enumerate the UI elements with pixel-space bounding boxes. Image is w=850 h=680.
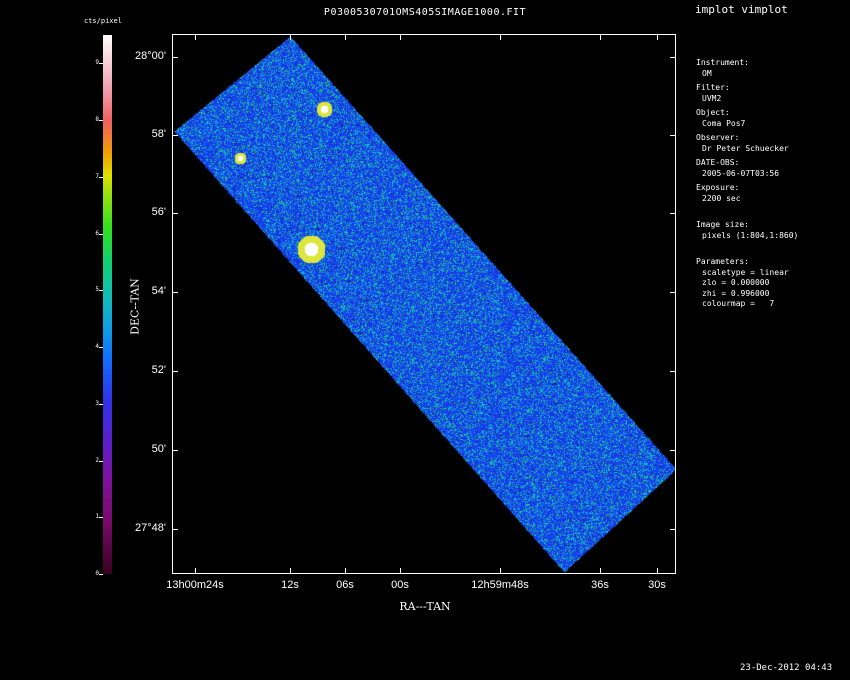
x-tick-label: 36s	[591, 579, 609, 591]
y-tick-label: 27°48'	[135, 522, 166, 534]
date-label: DATE-OBS:	[696, 158, 740, 167]
info-panel: Instrument: OM Filter: UVM2 Object: Coma…	[696, 58, 798, 310]
instrument-value: OM	[702, 68, 712, 78]
instrument-label: Instrument:	[696, 58, 749, 67]
x-tick-label: 06s	[336, 579, 354, 591]
x-tick-mark	[500, 34, 501, 40]
x-tick-mark	[400, 568, 401, 574]
parameters-label: Parameters:	[696, 257, 749, 266]
y-tick-mark	[172, 135, 178, 136]
colorbar	[103, 35, 112, 574]
colorbar-tick-mark	[99, 290, 103, 292]
x-tick-mark	[657, 568, 658, 574]
y-tick-mark	[172, 450, 178, 451]
x-tick-mark	[290, 568, 291, 574]
y-tick-label: 50'	[151, 443, 166, 455]
x-tick-label: 00s	[391, 579, 409, 591]
colorbar-tick-label: 3	[95, 399, 99, 407]
observer-value: Dr Peter Schuecker	[702, 143, 789, 153]
x-tick-mark	[345, 34, 346, 40]
y-tick-mark	[172, 292, 178, 293]
colorbar-tick-mark	[99, 176, 103, 178]
y-tick-mark	[670, 292, 676, 293]
y-tick-mark	[670, 57, 676, 58]
colorbar-tick-label: 5	[95, 286, 99, 294]
x-tick-label: 12h59m48s	[471, 579, 529, 591]
colourmap-value: colourmap = 7	[702, 299, 775, 308]
x-tick-mark	[500, 568, 501, 574]
colorbar-tick-mark	[99, 403, 103, 405]
colorbar-tick-label: 2	[95, 456, 99, 464]
timestamp: 23-Dec-2012 04:43	[740, 663, 833, 673]
colorbar-tick-mark	[99, 347, 103, 349]
x-tick-mark	[195, 568, 196, 574]
observer-label: Observer:	[696, 133, 740, 142]
x-tick-label: 12s	[281, 579, 299, 591]
sky-image[interactable]	[172, 34, 676, 574]
colorbar-tick-label: 7	[95, 172, 99, 180]
colorbar-tick-label: 1	[95, 513, 99, 521]
x-axis-label: RA---TAN	[399, 600, 451, 613]
scaletype-value: scaletype = linear	[702, 267, 789, 277]
y-tick-label: 54'	[151, 285, 166, 297]
plot-title: P0300530701OMS405SIMAGE1000.FIT	[323, 7, 527, 18]
x-tick-mark	[400, 34, 401, 40]
colorbar-tick-label: 6	[95, 229, 99, 237]
zhi-value: zhi = 0.996000	[702, 288, 770, 298]
x-tick-mark	[657, 34, 658, 40]
y-tick-mark	[172, 57, 178, 58]
exposure-label: Exposure:	[696, 183, 740, 192]
object-label: Object:	[696, 108, 730, 117]
filter-value: UVM2	[702, 93, 722, 103]
colorbar-tick-mark	[99, 517, 103, 519]
colorbar-label: cts/pixel	[84, 17, 122, 25]
colorbar-tick-label: 9	[95, 59, 99, 67]
image-size-value: pixels (1:804,1:860)	[702, 230, 799, 240]
colorbar-tick-label: 4	[95, 343, 99, 351]
colorbar-tick-mark	[99, 120, 103, 122]
y-tick-mark	[670, 371, 676, 372]
y-tick-label: 28°00'	[135, 50, 166, 62]
colorbar-tick-mark	[99, 574, 103, 575]
zlo-value: zlo = 0.000000	[702, 278, 770, 287]
y-tick-label: 52'	[151, 364, 166, 376]
date-value: 2005-06-07T03:56	[702, 168, 780, 178]
object-value: Coma Pos7	[702, 118, 746, 128]
app-title: implot vimplot	[695, 3, 788, 16]
y-tick-mark	[670, 135, 676, 136]
x-tick-mark	[195, 34, 196, 40]
filter-label: Filter:	[696, 83, 730, 92]
y-tick-mark	[172, 371, 178, 372]
x-tick-label: 30s	[648, 579, 666, 591]
y-axis-label: DEC--TAN	[128, 278, 142, 335]
x-tick-mark	[290, 34, 291, 40]
y-tick-mark	[670, 529, 676, 530]
x-tick-mark	[345, 568, 346, 574]
y-tick-mark	[670, 450, 676, 451]
colorbar-tick-label: 0	[95, 570, 99, 577]
x-tick-mark	[600, 568, 601, 574]
plot-frame	[172, 34, 676, 574]
y-tick-label: 58'	[151, 128, 166, 140]
y-tick-mark	[172, 529, 178, 530]
x-tick-label: 13h00m24s	[166, 579, 224, 591]
y-tick-mark	[172, 213, 178, 214]
colorbar-tick-mark	[99, 63, 103, 65]
y-tick-label: 56'	[151, 206, 166, 218]
colorbar-tick-mark	[99, 460, 103, 462]
colorbar-tick-label: 8	[95, 116, 99, 124]
colorbar-tick-mark	[99, 233, 103, 235]
image-size-label: Image size:	[696, 220, 749, 229]
x-tick-mark	[600, 34, 601, 40]
y-tick-mark	[670, 213, 676, 214]
exposure-value: 2200 sec	[702, 193, 741, 203]
